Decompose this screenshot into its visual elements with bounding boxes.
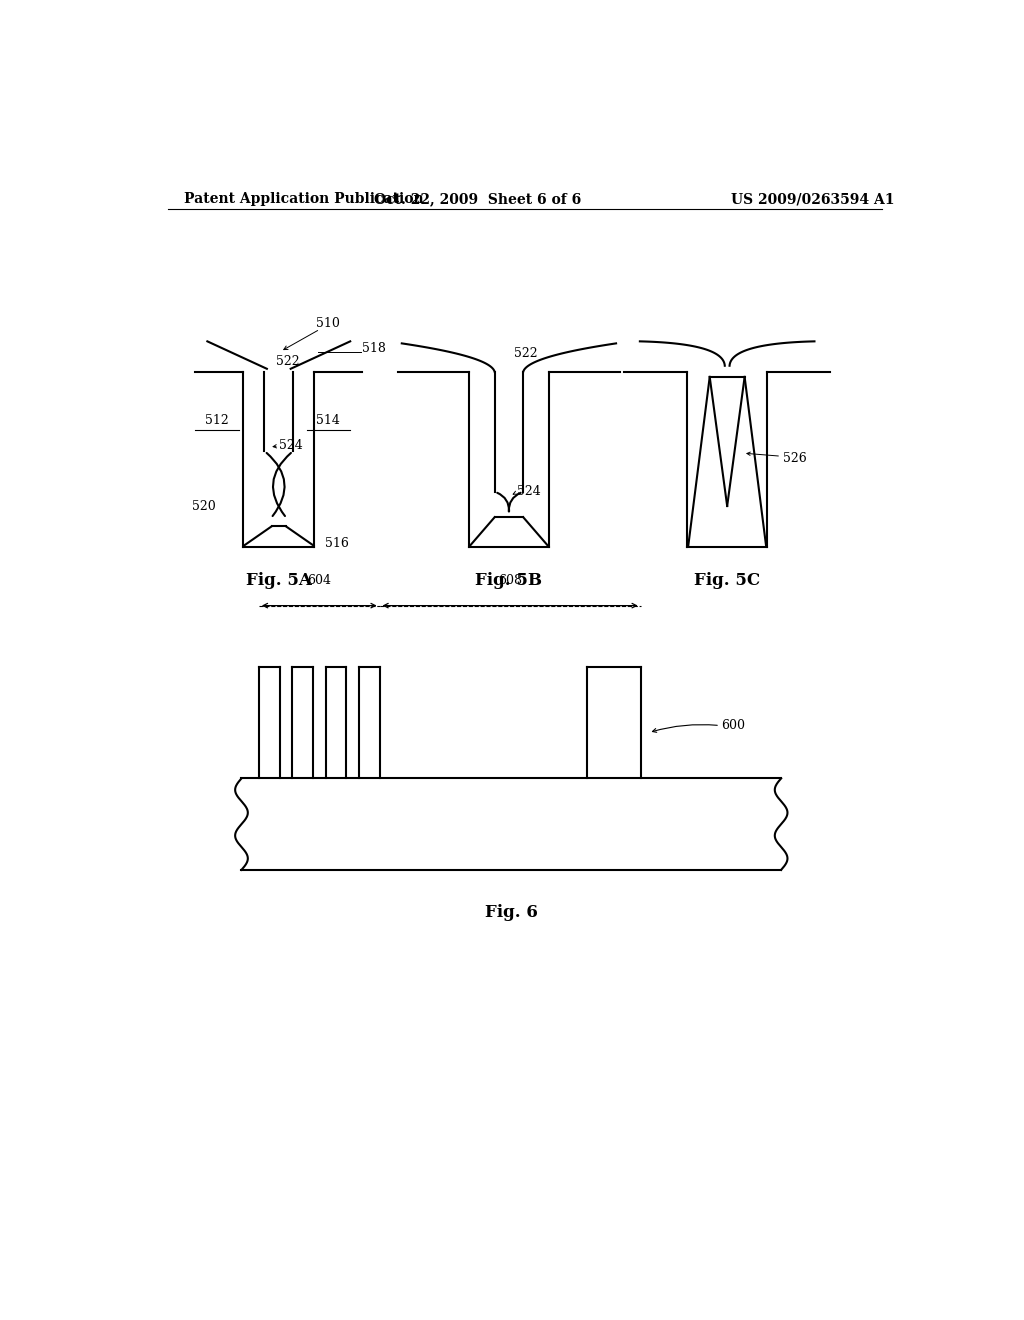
Text: Fig. 5A: Fig. 5A [246,572,311,589]
Text: Patent Application Publication: Patent Application Publication [183,191,423,206]
Text: 524: 524 [279,438,302,451]
Text: 526: 526 [782,451,807,465]
Text: 522: 522 [276,355,300,368]
Text: Oct. 22, 2009  Sheet 6 of 6: Oct. 22, 2009 Sheet 6 of 6 [374,191,581,206]
Text: 600: 600 [722,719,745,733]
Text: 512: 512 [205,414,228,428]
Text: Fig. 6: Fig. 6 [485,904,538,921]
Text: 514: 514 [316,414,340,428]
Text: 520: 520 [191,499,215,512]
Text: 522: 522 [514,347,538,360]
Text: 518: 518 [362,342,386,355]
Text: Fig. 5B: Fig. 5B [475,572,543,589]
Text: 510: 510 [316,317,340,330]
Text: 608: 608 [498,574,522,586]
Text: 516: 516 [325,537,349,550]
Text: 604: 604 [307,574,331,586]
Text: 524: 524 [517,486,541,498]
Text: Fig. 5C: Fig. 5C [694,572,760,589]
Text: US 2009/0263594 A1: US 2009/0263594 A1 [731,191,895,206]
